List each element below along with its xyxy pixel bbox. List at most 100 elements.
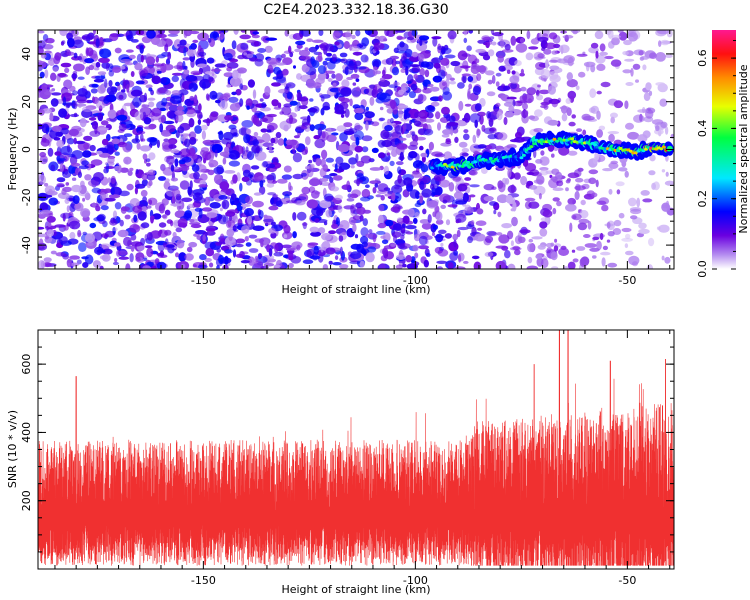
noise-speck <box>193 171 200 180</box>
noise-speck <box>130 241 143 247</box>
noise-speck <box>242 169 251 178</box>
noise-speck <box>296 96 309 102</box>
noise-speck <box>201 130 206 140</box>
signal-core <box>519 156 524 160</box>
noise-speck <box>610 112 618 119</box>
noise-speck <box>435 219 444 225</box>
noise-speck <box>556 180 564 187</box>
noise-speck <box>158 203 165 214</box>
noise-speck <box>129 198 140 208</box>
noise-speck <box>221 138 232 145</box>
noise-speck <box>185 74 198 82</box>
signal-core <box>486 160 491 164</box>
noise-speck <box>362 218 368 227</box>
noise-speck <box>458 100 464 111</box>
noise-speck <box>418 235 428 246</box>
noise-speck <box>322 60 328 66</box>
noise-speck <box>170 149 180 154</box>
colorbar-tick-label: 0.0 <box>696 260 709 278</box>
noise-speck <box>340 114 345 118</box>
noise-speck <box>551 99 558 108</box>
noise-speck <box>186 47 194 57</box>
noise-speck <box>475 48 486 54</box>
noise-speck <box>90 88 98 94</box>
noise-speck <box>343 122 353 128</box>
noise-speck <box>241 225 250 234</box>
noise-speck <box>127 170 133 177</box>
noise-speck <box>504 111 515 118</box>
noise-speck <box>214 99 222 104</box>
noise-speck <box>340 97 351 103</box>
noise-speck <box>537 244 546 250</box>
noise-speck <box>38 233 47 238</box>
noise-speck <box>370 180 377 184</box>
noise-speck <box>259 98 264 102</box>
noise-speck <box>469 113 481 124</box>
noise-speck <box>226 228 235 237</box>
noise-speck <box>439 179 451 188</box>
noise-speck <box>596 240 602 251</box>
noise-speck <box>476 128 481 136</box>
noise-speck <box>275 62 286 66</box>
noise-speck <box>456 229 461 238</box>
spectrogram-ytick-label: 20 <box>20 95 33 109</box>
noise-speck <box>38 30 45 34</box>
noise-speck <box>319 94 331 99</box>
noise-speck <box>56 158 67 161</box>
noise-speck <box>270 197 275 205</box>
noise-speck <box>454 266 466 269</box>
noise-speck <box>635 79 639 83</box>
noise-speck <box>123 236 132 247</box>
noise-speck <box>273 225 278 229</box>
noise-speck <box>180 165 190 171</box>
noise-speck <box>419 195 424 204</box>
noise-speck <box>211 143 223 154</box>
noise-speck <box>391 192 396 202</box>
noise-speck <box>622 69 632 74</box>
noise-speck <box>271 99 279 107</box>
noise-speck <box>607 262 618 268</box>
noise-speck <box>168 144 177 149</box>
noise-speck <box>283 254 290 259</box>
noise-speck <box>179 133 192 137</box>
noise-speck <box>38 174 46 185</box>
noise-speck <box>103 98 110 104</box>
noise-speck <box>504 178 510 185</box>
noise-speck <box>89 144 96 152</box>
noise-speck <box>257 48 266 53</box>
noise-speck <box>325 70 336 74</box>
noise-speck <box>447 30 457 40</box>
noise-speck <box>84 174 92 181</box>
noise-speck <box>97 71 107 76</box>
noise-speck <box>189 147 195 155</box>
noise-speck <box>262 114 274 124</box>
noise-speck <box>552 207 557 215</box>
noise-speck <box>368 84 376 89</box>
signal-core <box>570 137 575 141</box>
noise-speck <box>190 70 202 76</box>
noise-speck <box>391 231 402 238</box>
spectrogram-panel: -150 -100 -50 -40 -20 0 20 40 Height of straigh… <box>6 29 675 296</box>
noise-speck <box>188 82 198 92</box>
noise-speck <box>503 85 511 91</box>
noise-speck <box>222 157 227 165</box>
noise-speck <box>239 34 251 40</box>
noise-speck <box>394 125 404 135</box>
noise-speck <box>64 198 70 205</box>
noise-speck <box>338 235 344 242</box>
noise-speck <box>285 82 296 89</box>
noise-speck <box>321 233 332 241</box>
noise-speck <box>567 172 580 179</box>
noise-speck <box>323 193 334 202</box>
noise-speck <box>508 105 515 113</box>
noise-speck <box>125 263 131 269</box>
noise-speck <box>267 192 276 196</box>
noise-speck <box>354 60 362 67</box>
noise-speck <box>86 99 90 104</box>
noise-speck <box>433 174 446 182</box>
noise-speck <box>326 134 337 143</box>
noise-speck <box>221 199 230 210</box>
noise-speck <box>123 133 133 138</box>
noise-speck <box>492 31 504 37</box>
noise-speck <box>314 218 320 223</box>
